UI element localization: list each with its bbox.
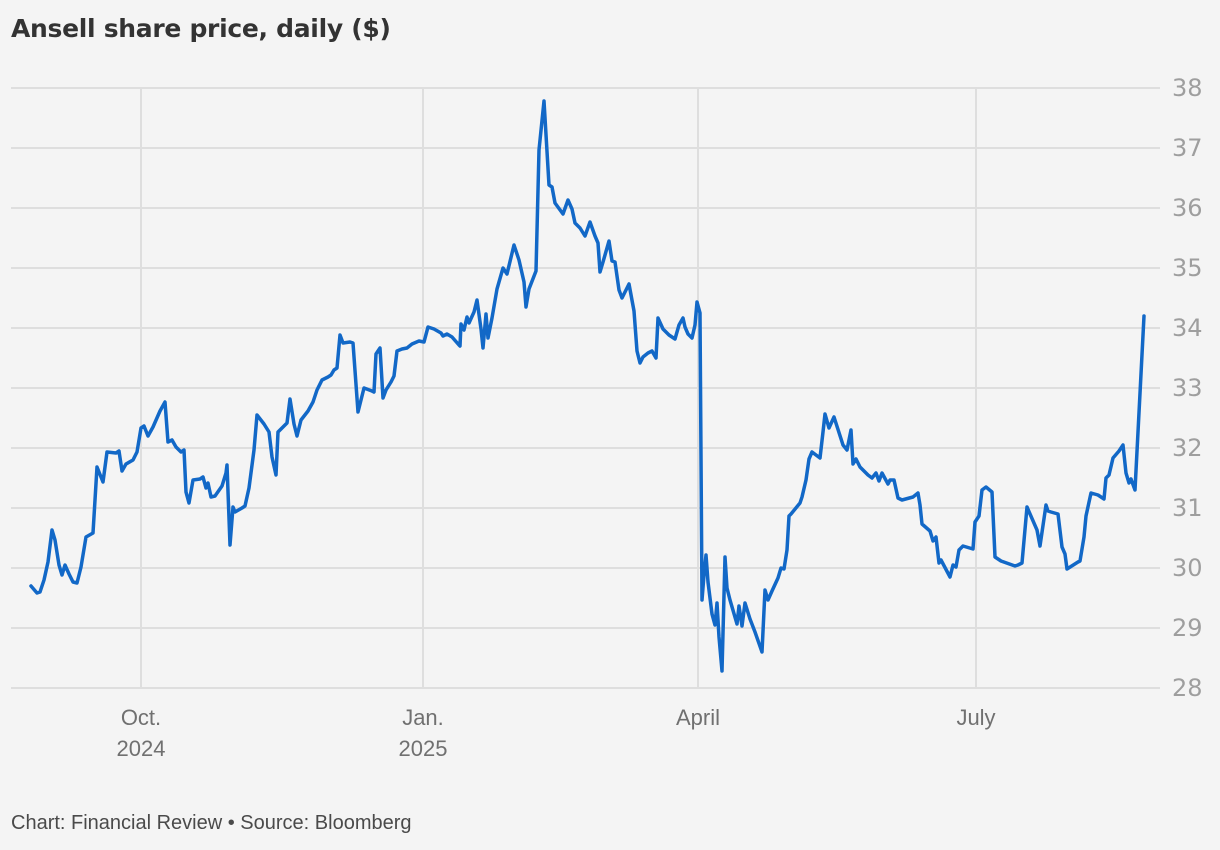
- x-tick-july: July: [956, 703, 995, 734]
- x-tick-april: April: [676, 703, 720, 734]
- y-tick-label: 38: [1172, 74, 1203, 102]
- x-tick-month: July: [956, 705, 996, 730]
- chart-source-credit: Chart: Financial Review • Source: Bloomb…: [11, 812, 412, 834]
- x-tick-month: April: [675, 705, 721, 730]
- x-tick-jan-2025: Jan. 2025: [399, 703, 448, 765]
- y-tick-label: 30: [1172, 554, 1203, 582]
- y-tick-label: 35: [1172, 254, 1203, 282]
- y-tick-label: 29: [1172, 614, 1203, 642]
- y-tick-label: 34: [1172, 314, 1203, 342]
- x-tick-year: 2024: [116, 735, 166, 761]
- x-tick-oct-2024: Oct. 2024: [117, 703, 166, 765]
- y-tick-label: 36: [1172, 194, 1203, 222]
- chart-title: Ansell share price, daily ($): [11, 14, 391, 43]
- y-tick-label: 28: [1172, 674, 1203, 702]
- horizontal-gridlines: [11, 87, 1160, 689]
- y-tick-label: 31: [1172, 494, 1203, 522]
- y-tick-label: 32: [1172, 434, 1203, 462]
- y-tick-label: 37: [1172, 134, 1203, 162]
- x-tick-month: Oct.: [120, 705, 162, 730]
- y-tick-label: 33: [1172, 374, 1203, 402]
- x-tick-month: Jan.: [402, 705, 444, 730]
- share-price-line: [29, 99, 1146, 673]
- x-tick-year: 2025: [398, 735, 448, 761]
